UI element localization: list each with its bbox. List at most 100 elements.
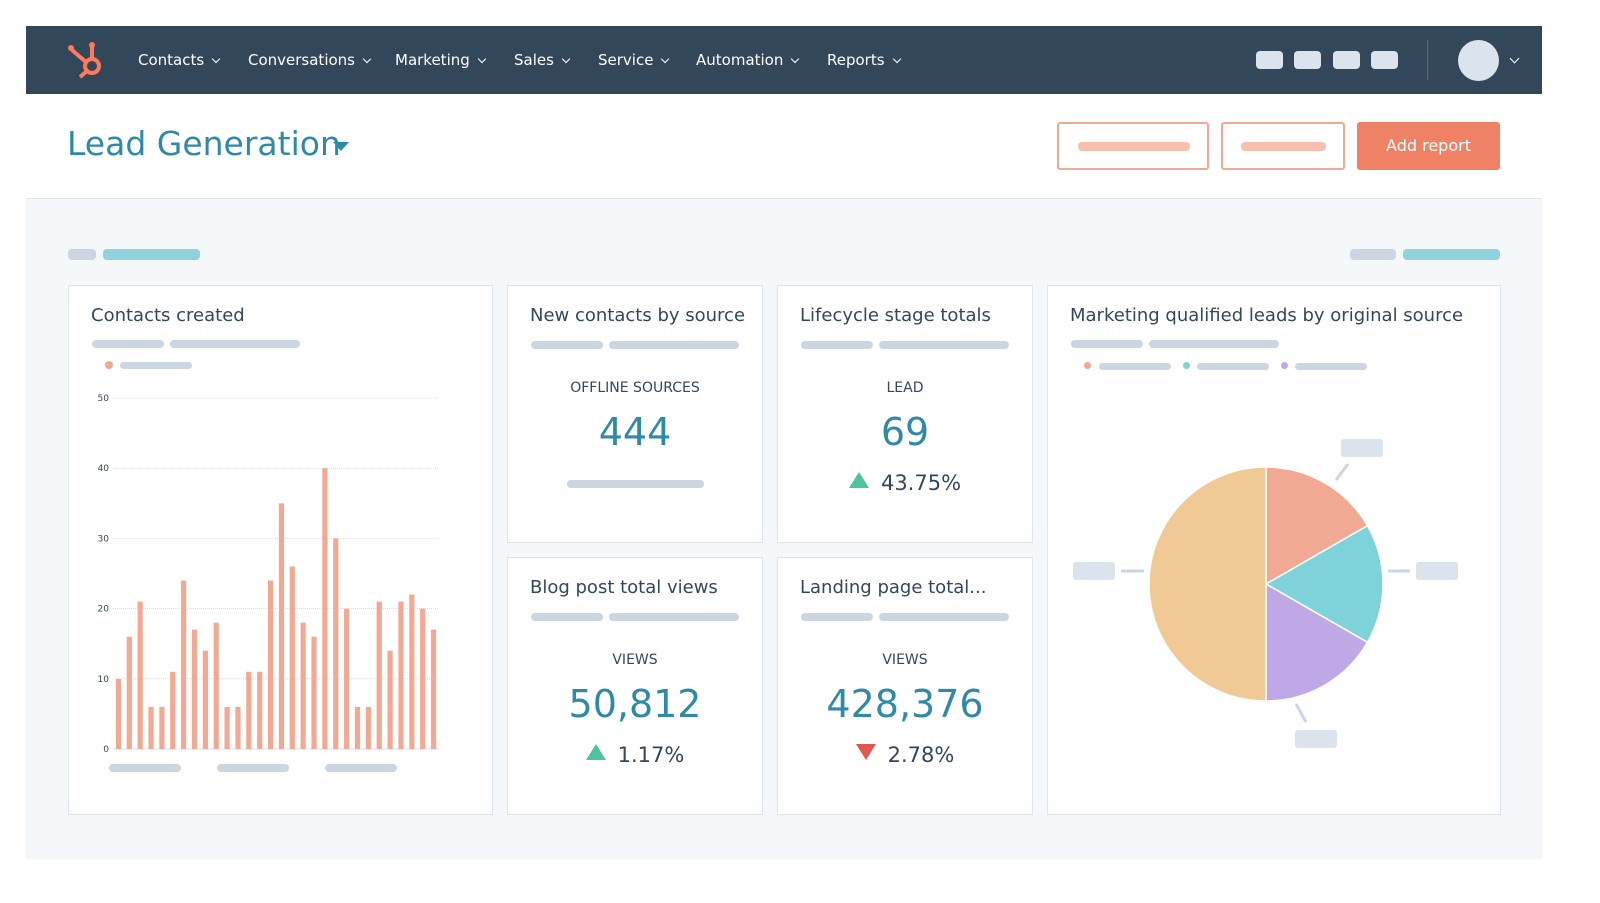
bar [387,650,393,749]
bar [333,538,339,749]
placeholder [801,341,873,349]
card-title: Marketing qualified leads by original so… [1070,305,1464,326]
kpi-label: VIEWS [612,652,658,668]
kpi-card: Landing page total... VIEWS 428,376 2.78% [777,557,1033,815]
placeholder [325,764,397,772]
legend-dot [1084,362,1091,369]
bar [420,608,426,749]
add-report-button[interactable]: Add report [1357,122,1500,170]
placeholder [1403,249,1500,260]
chart-card: Contacts created 0 10 20 30 40 50 [68,285,493,815]
nav-item[interactable]: Automation [696,26,798,94]
kpi-change: 43.75% [778,471,1032,495]
bar [365,706,371,749]
pie-slice [1265,582,1369,702]
pie-chart [1073,439,1458,748]
legend-dot [1183,362,1190,369]
placeholder [92,340,164,348]
kpi-card: New contacts by source OFFLINE SOURCES 444 [507,285,763,543]
kpi-change-value: 2.78% [887,743,955,767]
placeholder [531,613,603,621]
nav-item[interactable]: Marketing [395,26,485,94]
placeholder [109,764,181,772]
kpi-value: 428,376 [826,682,984,726]
bar [235,706,241,749]
bar [398,601,404,749]
legend-dot [105,361,113,369]
placeholder [1295,363,1367,370]
bar [202,650,208,749]
kpi-card: Blog post total views VIEWS 50,812 1.17% [507,557,763,815]
bar [344,608,350,749]
kpi-card: Lifecycle stage totals LEAD 69 43.75% [777,285,1033,543]
icon[interactable] [1294,51,1321,69]
logo[interactable] [66,40,110,80]
kpi-value: 50,812 [568,682,702,726]
y-tick-label: 50 [98,394,110,404]
nav-item[interactable]: Reports [827,26,900,94]
kpi-change: 2.78% [778,743,1032,767]
bar [257,671,263,749]
kpi-label: VIEWS [882,652,928,668]
dashboard-title[interactable]: Lead Generation [67,124,341,163]
placeholder [1350,249,1396,260]
placeholder [801,613,873,621]
bar [289,566,295,749]
button[interactable] [1221,122,1345,170]
bar [213,622,219,749]
top-nav: Contacts Conversations Marketing Sales Servi… [26,26,1542,94]
divider [1427,40,1428,80]
kpi-change: 1.17% [508,743,762,767]
bar [278,503,285,749]
chevron[interactable] [1509,53,1520,64]
bar-chart: 0 10 20 30 40 50 [98,394,439,755]
nav-item[interactable]: Service [598,26,668,94]
icon[interactable] [1333,51,1360,69]
pie-slice [1265,466,1369,586]
avatar[interactable] [1458,40,1499,81]
icon[interactable] [1256,51,1283,69]
placeholder [1071,340,1143,348]
bar [430,629,437,749]
placeholder [567,480,704,488]
kpi-change-value: 43.75% [880,471,962,495]
y-tick-label: 20 [98,605,110,615]
card-title: New contacts by source [530,305,746,326]
nav-item[interactable]: Contacts [138,26,219,94]
y-tick-label: 10 [98,675,110,685]
bar [376,601,382,749]
y-tick-label: 30 [98,534,110,544]
bar [224,706,230,749]
bar [311,636,317,749]
bar [354,706,361,749]
bar [191,629,198,749]
trend-arrow [855,744,876,760]
icon[interactable] [1371,51,1398,69]
bar [126,636,132,749]
placeholder [68,249,96,260]
placeholder [1197,363,1269,370]
y-tick-label: 40 [98,464,110,474]
dropdown-caret[interactable] [332,141,350,153]
placeholder [879,613,1009,621]
trend-arrow [848,472,869,488]
placeholder [531,341,603,349]
placeholder [609,613,739,621]
bar [159,706,165,749]
placeholder [170,340,300,348]
bar [148,706,154,749]
placeholder [1149,340,1279,348]
kpi-value: 69 [880,410,930,454]
chart-card: Marketing qualified leads by original so… [1047,285,1501,815]
pie-slice [1264,524,1384,644]
button[interactable] [1057,122,1209,170]
bar [322,468,328,749]
placeholder [120,362,192,369]
bar [300,622,306,749]
placeholder [1099,363,1171,370]
bar [170,671,176,749]
y-tick-label: 0 [103,745,109,755]
nav-item[interactable]: Conversations [248,26,370,94]
nav-item[interactable]: Sales [514,26,569,94]
